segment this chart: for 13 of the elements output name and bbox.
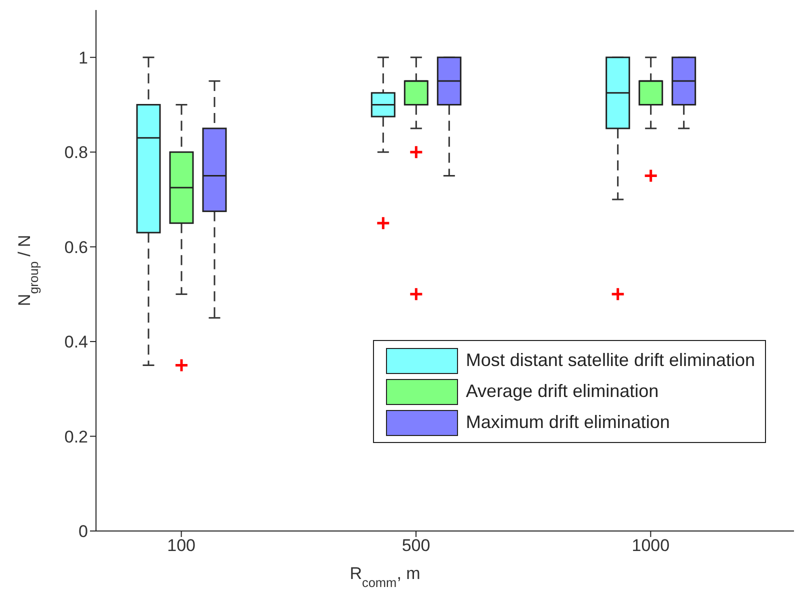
y-tick-label: 0.2: [64, 427, 88, 446]
x-tick-label: 100: [167, 536, 196, 556]
y-tick-label: 0.4: [64, 332, 88, 352]
y-tick-label: 1: [78, 48, 88, 68]
x-tick-label: 500: [402, 536, 430, 556]
x-axis-title: R$_{comm}$, m: [350, 564, 420, 590]
legend-label: Average drift elimination: [466, 381, 659, 402]
y-tick-label: 0.8: [64, 143, 88, 162]
x-tick-label: 1000: [632, 536, 670, 556]
legend-label: Most distant satellite drift elimination: [466, 350, 755, 371]
y-tick-label: 0: [78, 522, 88, 542]
y-tick-label: 0.6: [64, 238, 88, 257]
legend-label: Maximum drift elimination: [466, 412, 670, 433]
